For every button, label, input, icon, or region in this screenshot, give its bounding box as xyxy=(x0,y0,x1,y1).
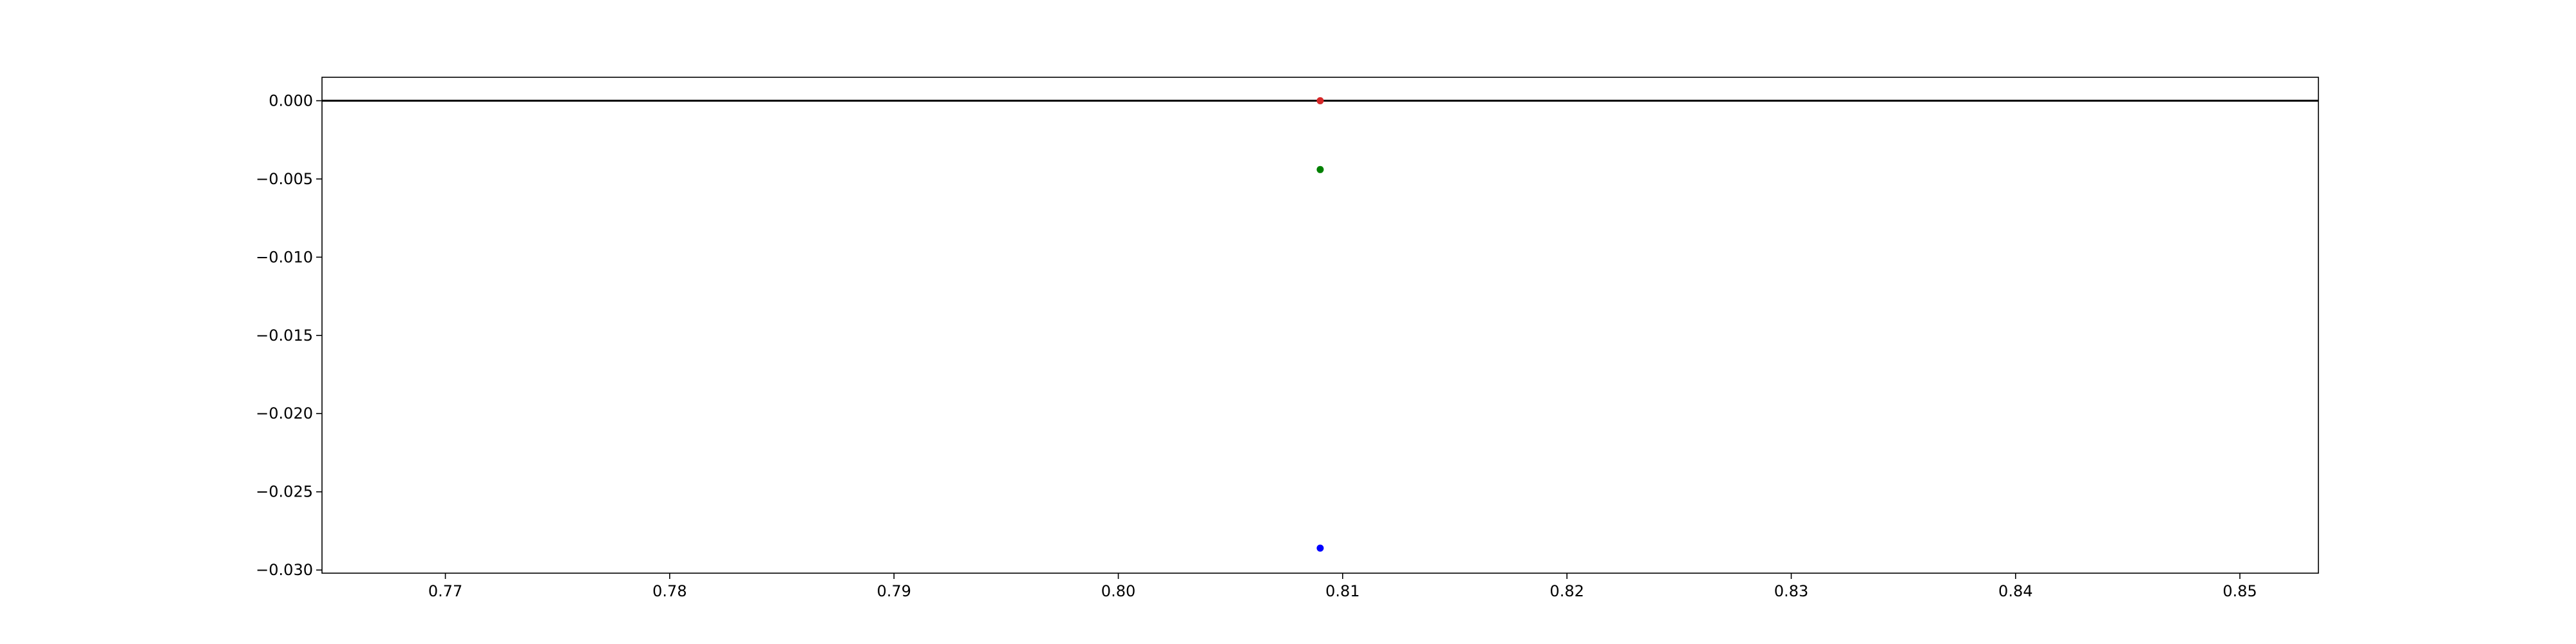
x-tick-label: 0.81 xyxy=(1325,582,1359,600)
plot-frame xyxy=(321,77,2319,574)
data-point-1 xyxy=(1316,97,1324,104)
x-tick-label: 0.77 xyxy=(428,582,462,600)
x-tick-label: 0.80 xyxy=(1101,582,1135,600)
y-tick-label: −0.015 xyxy=(256,327,313,345)
x-tick-label: 0.85 xyxy=(2222,582,2257,600)
y-tick-label: −0.025 xyxy=(256,483,313,501)
data-points xyxy=(1316,97,1324,552)
data-point-3 xyxy=(1316,544,1324,552)
y-tick-label: −0.005 xyxy=(256,170,313,188)
x-tick-label: 0.78 xyxy=(652,582,687,600)
y-tick-label: −0.010 xyxy=(256,248,313,266)
y-tick-label: 0.000 xyxy=(269,91,313,109)
plot-area xyxy=(321,77,2319,574)
x-tick-label: 0.79 xyxy=(876,582,911,600)
x-tick-label: 0.82 xyxy=(1549,582,1584,600)
x-tick-label: 0.83 xyxy=(1774,582,1808,600)
axes: 0.77 0.78 0.79 0.80 0.81 0.82 0.83 0.84 0.85 0.00… xyxy=(256,91,2257,600)
data-point-2 xyxy=(1316,166,1324,173)
x-tick-label: 0.84 xyxy=(1998,582,2032,600)
y-tick-label: −0.020 xyxy=(256,404,313,422)
y-tick-label: −0.030 xyxy=(256,561,313,579)
